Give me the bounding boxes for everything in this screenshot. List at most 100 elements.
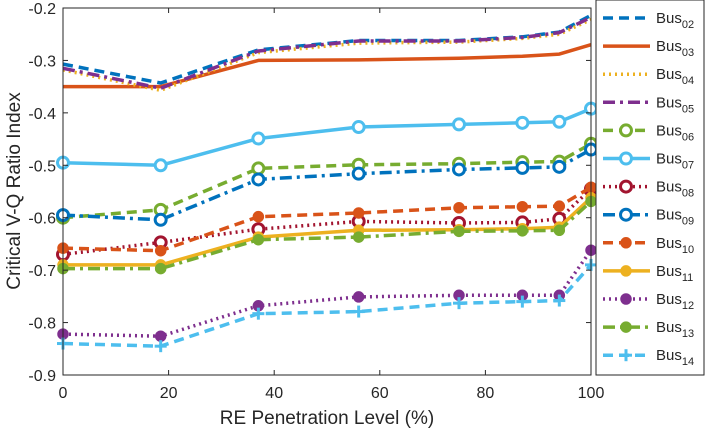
data-point-bus-09 [552, 159, 567, 174]
legend-marker [620, 265, 632, 277]
y-tick-label: -0.3 [28, 53, 56, 70]
data-point-bus-09 [153, 212, 168, 227]
data-point-bus-07 [351, 120, 366, 135]
y-tick-label: -0.8 [28, 316, 56, 333]
data-point-bus-13 [252, 233, 265, 246]
legend-entry-bus-08: Bus08 [603, 179, 694, 200]
legend-marker [620, 321, 632, 333]
legend-label: Bus10 [656, 235, 694, 256]
legend-marker [619, 151, 633, 166]
x-tick-label: 100 [578, 385, 605, 402]
data-point-bus-10 [453, 202, 465, 214]
legend-marker [619, 207, 633, 222]
data-point-bus-12 [154, 330, 167, 342]
legend-entry-bus-10: Bus10 [603, 235, 694, 256]
series-line-bus-11 [63, 196, 593, 267]
data-point-bus-13 [352, 231, 365, 243]
legend-entry-bus-12: Bus12 [603, 291, 694, 312]
y-axis-label: Critical V-Q Ratio Index [4, 92, 25, 290]
plot-frame [62, 7, 592, 376]
data-point-bus-12 [352, 291, 365, 303]
data-point-bus-10 [352, 207, 365, 219]
series-bus-09 [56, 142, 598, 227]
legend-entry-bus-02: Bus02 [603, 10, 694, 31]
legend-label: Bus12 [656, 291, 694, 312]
data-point-bus-13 [553, 224, 566, 237]
series-bus-05 [62, 15, 592, 90]
x-tick-label: 0 [59, 385, 68, 402]
data-point-bus-10 [252, 210, 265, 223]
series-line-bus-12 [62, 249, 593, 338]
data-point-bus-07 [251, 131, 266, 146]
series-line-bus-09 [62, 148, 592, 222]
legend-entry-bus-04: Bus04 [603, 66, 694, 87]
legend-entry-bus-09: Bus09 [603, 207, 694, 228]
legend-label: Bus06 [656, 122, 694, 143]
legend-items: Bus02 Bus03 Bus04 Bus05 Bus06 Bus07 Bus08 Bus09… [603, 10, 694, 368]
legend-entry-bus-07: Bus07 [603, 151, 694, 172]
legend-label: Bus03 [656, 38, 694, 59]
legend-marker [620, 293, 632, 305]
data-point-bus-13 [154, 262, 167, 275]
x-tick-label: 80 [477, 385, 495, 402]
series-line-bus-14 [62, 263, 593, 348]
legend: Bus02 Bus03 Bus04 Bus05 Bus06 Bus07 Bus08 Bus09… [595, 0, 705, 376]
series-bus-13 [57, 195, 597, 275]
legend-label: Bus08 [656, 179, 694, 200]
data-point-bus-14 [252, 307, 265, 320]
data-point-bus-06 [251, 161, 266, 176]
series-line-bus-13 [63, 200, 593, 271]
legend-marker [620, 349, 632, 362]
data-point-bus-14 [516, 295, 529, 308]
legend-entry-bus-14: Bus14 [603, 347, 694, 368]
legend-entry-bus-13: Bus13 [603, 319, 694, 340]
y-tick-label: -0.2 [28, 1, 56, 18]
legend-label: Bus04 [656, 66, 694, 87]
legend-marker [619, 123, 633, 138]
data-point-bus-09 [515, 160, 530, 175]
series-bus-12 [57, 244, 597, 342]
legend-label: Bus11 [656, 263, 693, 284]
legend-entry-bus-03: Bus03 [603, 38, 694, 59]
y-tick-label: -0.9 [28, 368, 56, 385]
legend-marker [620, 237, 632, 249]
x-tick-label: 60 [371, 385, 389, 402]
data-point-bus-14 [453, 297, 465, 310]
data-point-bus-07 [153, 158, 168, 173]
legend-entry-bus-05: Bus05 [603, 94, 694, 115]
series-line-bus-05 [62, 15, 592, 90]
y-tick-label: -0.6 [28, 211, 56, 228]
legend-label: Bus13 [656, 319, 694, 340]
legend-marker [619, 179, 633, 194]
data-point-bus-07 [452, 117, 466, 132]
legend-label: Bus02 [656, 10, 694, 31]
data-point-bus-10 [516, 200, 529, 213]
data-point-bus-09 [251, 172, 266, 187]
x-axis-label: RE Penetration Level (%) [220, 408, 434, 429]
series-line-bus-10 [62, 185, 592, 253]
x-tick-label: 20 [160, 385, 178, 402]
data-point-bus-14 [553, 294, 566, 307]
data-point-bus-07 [552, 114, 567, 129]
legend-entry-bus-06: Bus06 [603, 122, 694, 143]
legend-entry-bus-11: Bus11 [603, 263, 693, 284]
legend-label: Bus05 [656, 94, 694, 115]
data-point-bus-07 [515, 115, 530, 130]
data-point-bus-13 [453, 225, 465, 238]
data-point-bus-14 [154, 340, 167, 353]
data-point-bus-14 [352, 305, 365, 318]
legend-box [595, 0, 705, 376]
y-tick-label: -0.5 [28, 158, 56, 175]
legend-label: Bus14 [656, 347, 694, 368]
legend-label: Bus07 [656, 151, 694, 172]
data-point-bus-10 [154, 244, 167, 257]
plot-area [63, 8, 591, 375]
data-point-bus-13 [516, 225, 529, 237]
y-tick-label: -0.4 [28, 106, 56, 123]
data-point-bus-09 [351, 166, 366, 181]
data-point-bus-10 [553, 200, 566, 212]
tick-layer: 0 20 40 60 80 100 -0.2 -0.3 -0.4 -0.5 -0.6 -0.7 -0.8… [28, 1, 604, 402]
series-layer [56, 13, 598, 353]
